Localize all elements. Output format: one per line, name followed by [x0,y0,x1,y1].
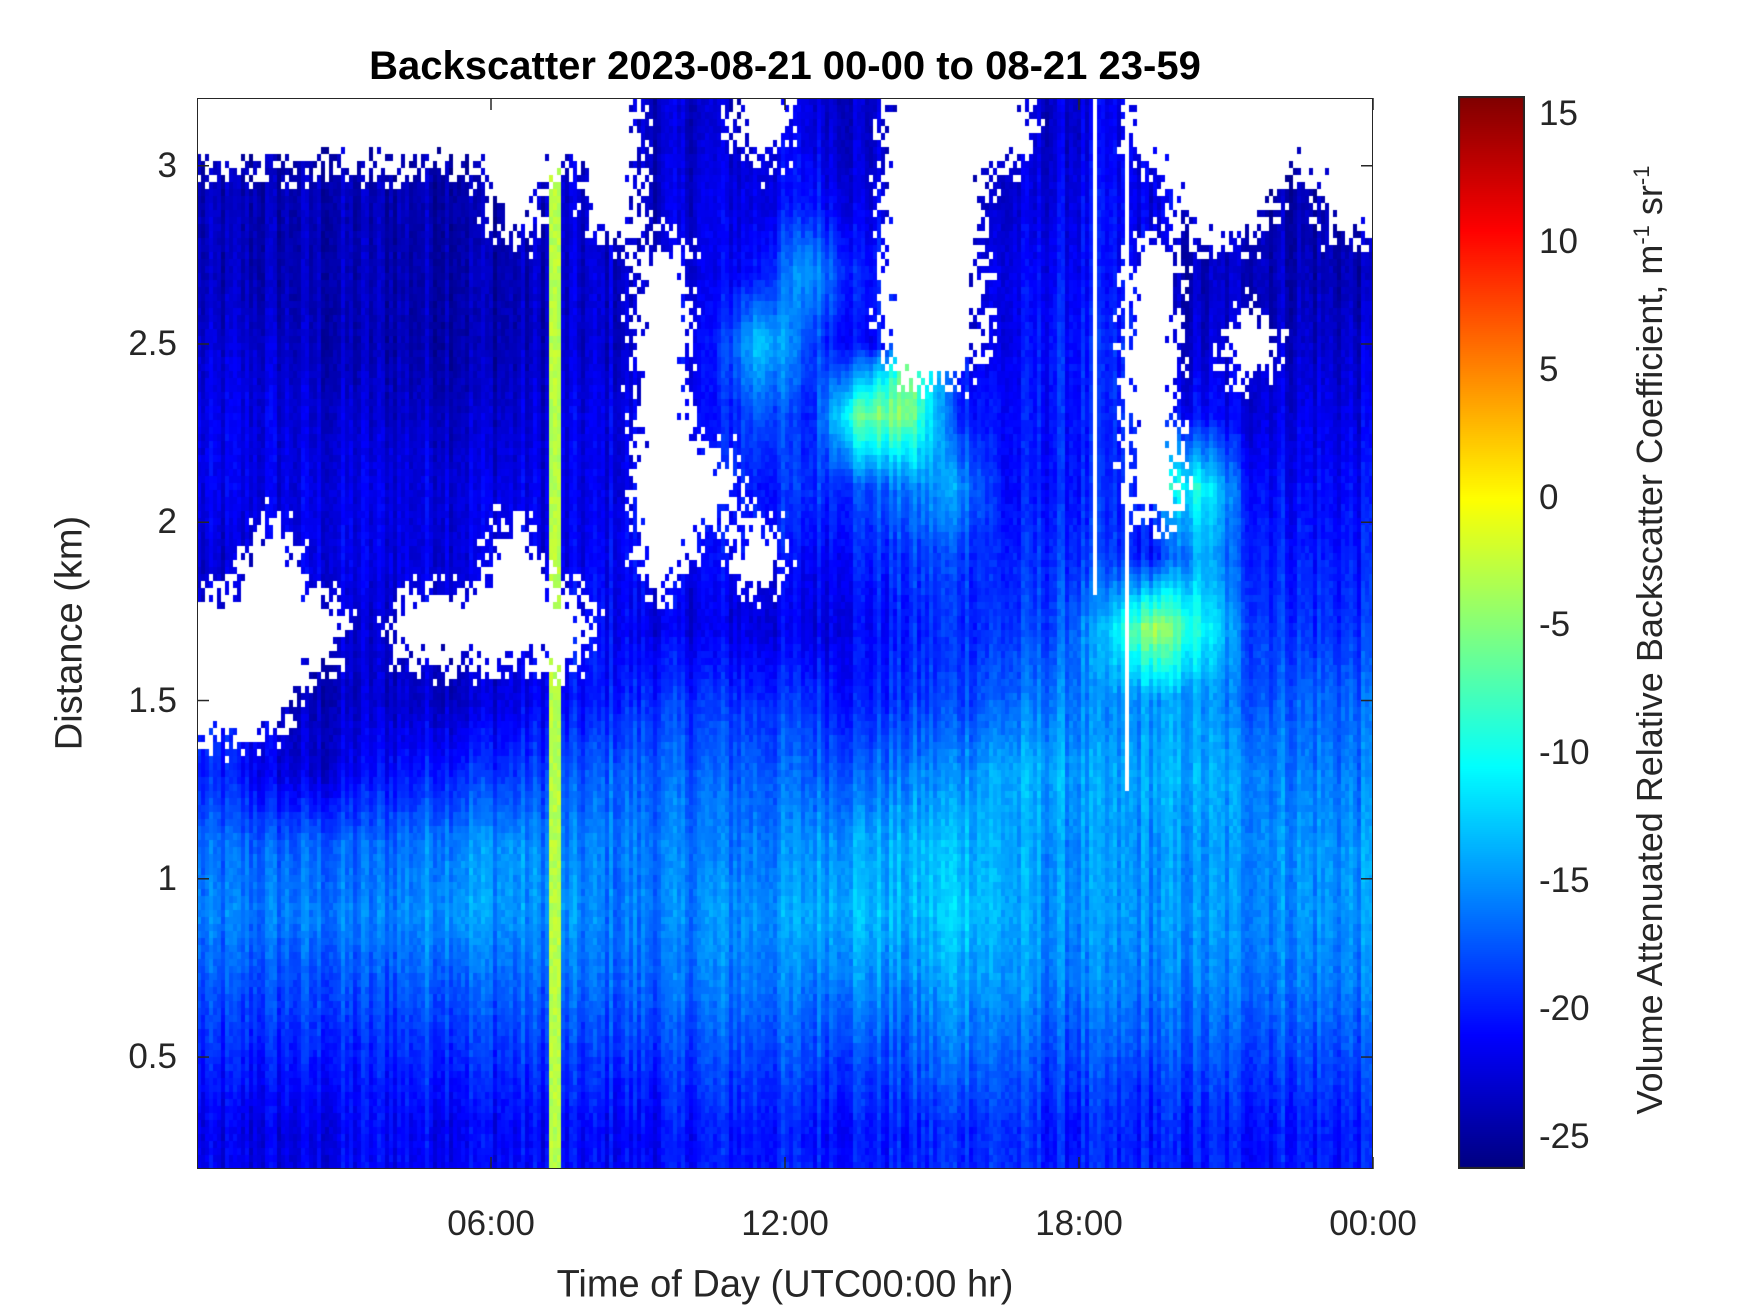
x-tick-label: 00:00 [1329,1204,1417,1243]
colorbar-unit-exp2: -1 [1629,165,1654,186]
colorbar [1458,96,1525,1169]
colorbar-tick-label: -25 [1539,1117,1590,1157]
colorbar-tick-label: 5 [1539,349,1559,389]
colorbar-unit-sr: sr [1629,185,1670,226]
y-tick-label: 2 [157,502,177,542]
y-tick-label: 1 [157,858,177,898]
y-tick-label: 0.5 [128,1037,177,1077]
heatmap-plot-area [197,98,1373,1169]
y-tick-label: 3 [157,145,177,185]
colorbar-label: Volume Attenuated Relative Backscatter C… [1629,166,1671,1115]
colorbar-tick-label: -5 [1539,605,1571,645]
y-tick-label: 1.5 [128,680,177,720]
colorbar-tick-label: -10 [1539,733,1590,773]
x-tick-label: 12:00 [741,1204,829,1243]
colorbar-unit-exp1: -1 [1629,225,1654,245]
chart-title: Backscatter 2023-08-21 00-00 to 08-21 23… [369,44,1201,88]
y-axis-label: Distance (km) [48,515,91,751]
x-axis-label: Time of Day (UTC00:00 hr) [556,1263,1014,1306]
colorbar-label-text: Volume Attenuated Relative Backscatter C… [1629,244,1670,1115]
x-tick-label: 18:00 [1035,1204,1123,1243]
colorbar-tick-label: 0 [1539,477,1559,517]
colorbar-tick-label: 15 [1539,93,1578,133]
x-tick-label: 06:00 [447,1204,535,1243]
colorbar-tick-label: 10 [1539,221,1578,261]
colorbar-tick-label: -15 [1539,861,1590,901]
y-tick-label: 2.5 [128,324,177,363]
colorbar-tick-label: -20 [1539,989,1590,1029]
